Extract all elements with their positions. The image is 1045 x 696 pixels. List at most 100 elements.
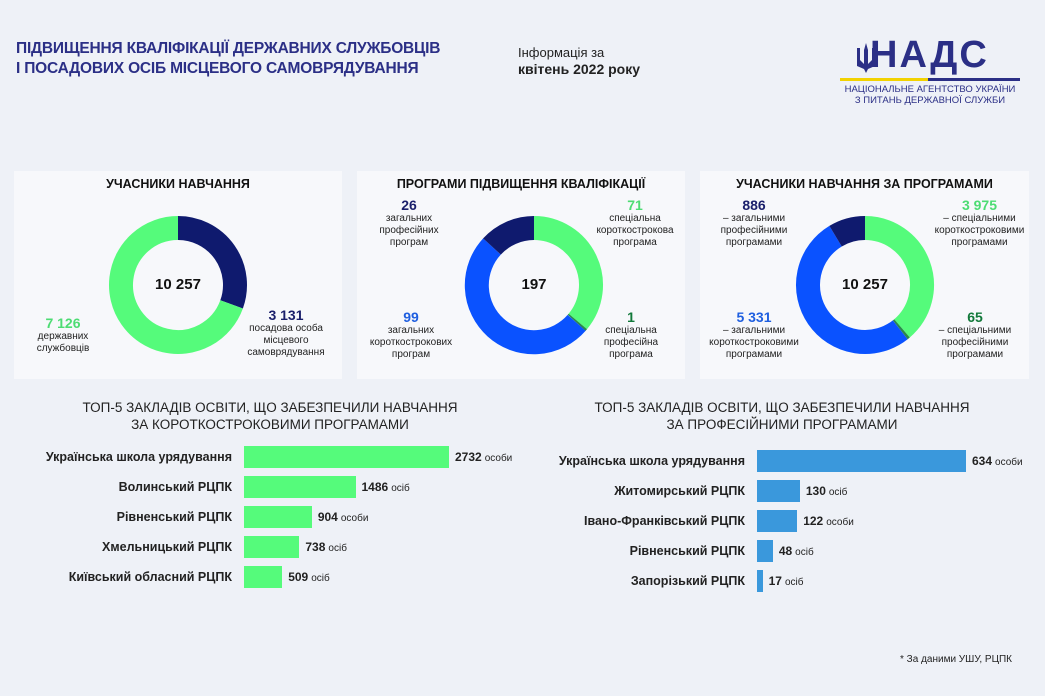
slice-text: посадова особа (249, 323, 323, 334)
donut-total: 10 257 (842, 276, 888, 293)
participants-donut (109, 216, 247, 354)
bar (757, 450, 966, 472)
slice-label-special-professional: 1 спеціальна професійна програма (585, 309, 677, 361)
nads-logo: НАДС НАЦІОНАЛЬНЕ АГЕНТСТВО УКРАЇНИ З ПИТ… (840, 34, 1020, 110)
bar (757, 510, 798, 532)
slice-text: спеціальна (609, 213, 661, 224)
footnote: * За даними УШУ, РЦПК (900, 654, 1012, 665)
bar-value-label: 738 осіб (305, 540, 347, 554)
bar (244, 476, 356, 498)
slice-text: програм (389, 237, 429, 248)
participants-by-program-donut (796, 216, 934, 354)
slice-label-general-professional: 886 – загальними професійними програмами (704, 197, 804, 249)
bar (244, 506, 312, 528)
logo-yellow-bar (840, 78, 928, 81)
slice-text: програм (391, 349, 431, 360)
bar-category-label: Рівненський РЦПК (116, 510, 232, 524)
title-line-2: І ПОСАДОВИХ ОСІБ МІСЦЕВОГО САМОВРЯДУВАНН… (16, 60, 419, 77)
bar-category-label: Українська школа урядування (558, 454, 745, 468)
logo-subtitle: НАЦІОНАЛЬНЕ АГЕНТСТВО УКРАЇНИ З ПИТАНЬ Д… (840, 84, 1020, 106)
trident-icon (857, 43, 875, 73)
slice-text: загальних (387, 325, 435, 336)
bar (757, 540, 773, 562)
page-title: ПІДВИЩЕННЯ КВАЛІФІКАЦІЇ ДЕРЖАВНИХ СЛУЖБО… (16, 39, 440, 79)
bar-value-label: 634 особи (972, 454, 1023, 468)
slice-label-special-professional: 65 – спеціальними професійними програмам… (930, 309, 1020, 361)
bar-unit-label: особи (995, 457, 1023, 468)
slice-text: – спеціальними (938, 325, 1012, 336)
bar-value-label: 2732 особи (455, 450, 513, 464)
bar-category-label: Рівненський РЦПК (629, 544, 745, 558)
bar (244, 536, 300, 558)
slice-label-general-professional: 26 загальних професійних програм (359, 197, 459, 249)
slice-value: 3 131 (268, 307, 304, 323)
bar-category-label: Волинський РЦПК (118, 480, 232, 494)
bar-category-label: Житомирський РЦПК (614, 484, 745, 498)
donut-slice (796, 225, 908, 354)
logo-word: НАДС (870, 34, 989, 76)
slice-text: місцевого (263, 335, 309, 346)
slice-value: 71 (627, 197, 643, 213)
donut-slice (483, 216, 535, 256)
info-line-2: квітень 2022 року (518, 61, 641, 77)
slice-value: 99 (403, 309, 419, 325)
slice-text: спеціальна (605, 325, 657, 336)
donut-slice (829, 216, 866, 247)
bar (244, 446, 449, 468)
donut-slice (533, 216, 603, 330)
title-line-1: ТОП-5 ЗАКЛАДІВ ОСВІТИ, ЩО ЗАБЕЗПЕЧИЛИ НА… (82, 400, 458, 415)
slice-text: короткостроковими (709, 337, 799, 348)
slice-label-general-short: 5 331 – загальними короткостроковими про… (700, 309, 808, 361)
panel-title: УЧАСНИКИ НАВЧАННЯ ЗА ПРОГРАМАМИ (736, 177, 993, 191)
slice-label-special-short: 71 спеціальна короткострокова програма (585, 197, 685, 249)
bar-unit-label: особи (826, 517, 854, 528)
slice-text: службовців (36, 343, 90, 354)
panel-title: ПРОГРАМИ ПІДВИЩЕННЯ КВАЛІФІКАЦІЇ (396, 177, 646, 191)
bar-unit-label: осіб (795, 547, 814, 558)
slice-text: професійних (379, 225, 439, 236)
bar-unit-label: осіб (328, 543, 347, 554)
slice-text: загальних (385, 213, 433, 224)
bar-value-label: 122 особи (803, 514, 854, 528)
slice-text: програмами (725, 237, 783, 248)
slice-text: програмами (946, 349, 1004, 360)
bar-unit-label: особи (340, 513, 369, 524)
slice-text: державних (37, 331, 89, 342)
slice-text: професійними (941, 337, 1009, 348)
slice-text: короткострокова (596, 225, 674, 236)
slice-label-local-officials: 3 131 посадова особа місцевого самовряду… (240, 307, 332, 359)
bar-value-label: 48 осіб (778, 544, 814, 558)
bar-category-label: Українська школа урядування (45, 450, 232, 464)
bar (757, 480, 800, 502)
logo-sub-line-1: НАЦІОНАЛЬНЕ АГЕНТСТВО УКРАЇНИ (844, 84, 1016, 95)
bar-value-label: 509 осіб (288, 570, 330, 584)
slice-text: короткостроковими (934, 225, 1025, 236)
slice-value: 7 126 (45, 315, 81, 331)
bar-unit-label: осіб (784, 577, 804, 588)
slice-text: – спеціальними (943, 213, 1016, 224)
bar (757, 570, 763, 592)
slice-label-general-short: 99 загальних короткострокових програм (359, 309, 463, 361)
programs-donut (464, 216, 603, 355)
professional-programs-title: ТОП-5 ЗАКЛАДІВ ОСВІТИ, ЩО ЗАБЕЗПЕЧИЛИ НА… (552, 399, 1012, 433)
title-line-1: ТОП-5 ЗАКЛАДІВ ОСВІТИ, ЩО ЗАБЕЗПЕЧИЛИ НА… (594, 400, 970, 415)
programs-panel: ПРОГРАМИ ПІДВИЩЕННЯ КВАЛІФІКАЦІЇ 197 26 … (357, 171, 685, 379)
short-programs-title: ТОП-5 ЗАКЛАДІВ ОСВІТИ, ЩО ЗАБЕЗПЕЧИЛИ НА… (40, 399, 500, 433)
bar-value-label: 1486 осіб (361, 480, 410, 494)
donut-slice (177, 216, 247, 309)
bar-category-label: Київський обласний РЦПК (68, 570, 232, 584)
title-line-2: ЗА ПРОФЕСІЙНИМИ ПРОГРАМАМИ (666, 417, 898, 432)
donut-slice (567, 313, 588, 331)
panel-title: УЧАСНИКИ НАВЧАННЯ (106, 177, 250, 191)
logo-navy-bar (928, 78, 1020, 81)
bar (244, 566, 283, 588)
donut-slice (864, 216, 934, 338)
bar-unit-label: осіб (311, 573, 330, 584)
slice-text: програма (609, 349, 653, 360)
participants-panel: УЧАСНИКИ НАВЧАННЯ 10 257 7 126 державних… (14, 171, 342, 379)
slice-text: – загальними (722, 213, 786, 224)
slice-value: 886 (742, 197, 766, 213)
slice-value: 3 975 (961, 197, 998, 213)
slice-text: професійна (603, 337, 659, 348)
slice-label-civil-servants: 7 126 державних службовців (28, 315, 98, 355)
